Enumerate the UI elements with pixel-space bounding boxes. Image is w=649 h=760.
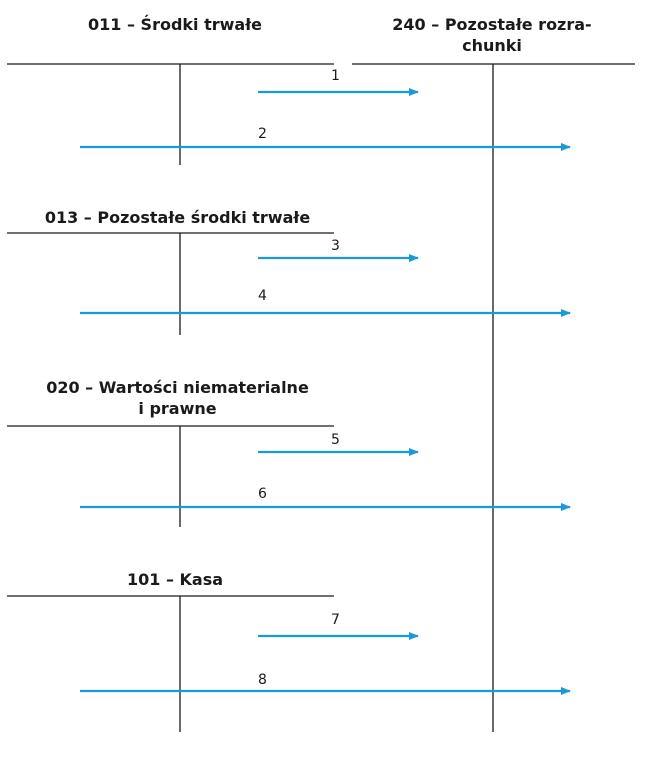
account-title-013: 013 – Pozostałe środki trwałe — [44, 208, 311, 227]
arrow-label-7: 7 — [331, 612, 340, 628]
arrow-label-6: 6 — [258, 486, 267, 502]
arrow-label-3: 3 — [331, 238, 340, 254]
arrow-label-8: 8 — [258, 672, 267, 688]
account-title-240: 240 – Pozostałe rozra- chunki — [362, 14, 622, 56]
account-title-020: 020 – Wartości niematerialne i prawne — [20, 377, 335, 419]
account-title-240-line1: 240 – Pozostałe rozra- — [392, 15, 592, 34]
account-title-011: 011 – Środki trwałe — [88, 15, 262, 34]
arrow-label-2: 2 — [258, 126, 267, 142]
account-title-240-line2: chunki — [462, 36, 522, 55]
account-title-020-line2: i prawne — [138, 399, 217, 418]
arrow-label-1: 1 — [331, 68, 340, 84]
account-title-020-line1: 020 – Wartości niematerialne — [46, 378, 309, 397]
account-title-101: 101 – Kasa — [126, 570, 224, 589]
arrow-label-4: 4 — [258, 288, 267, 304]
arrow-label-5: 5 — [331, 432, 340, 448]
